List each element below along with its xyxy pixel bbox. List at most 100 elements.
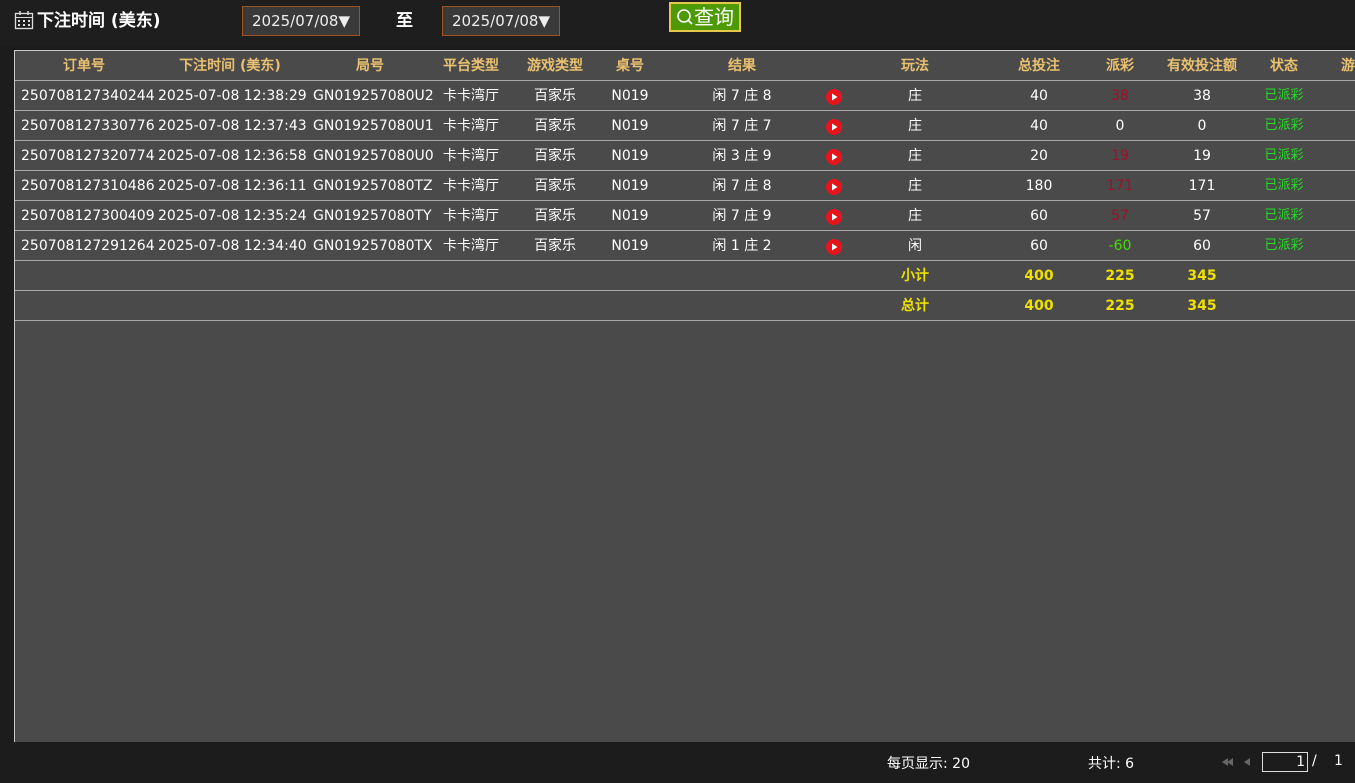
table-cell: 卡卡湾厅 [443,148,499,164]
summary-payout: 225 [1105,298,1135,314]
search-icon [677,9,693,25]
summary-total-bet: 400 [1024,268,1054,284]
row-divider [15,140,1355,141]
table-cell: 19 [1193,148,1211,164]
replay-button[interactable] [826,149,842,165]
table-cell: 百家乐 [534,88,576,104]
column-header: 玩法 [901,58,929,74]
column-header: 结果 [728,58,756,74]
summary-total-bet: 400 [1024,298,1054,314]
table-cell: 已派彩 [1264,88,1304,103]
table-cell: 已派彩 [1264,178,1304,193]
query-button[interactable]: 查询 [669,2,741,32]
table-cell: GN019257080TZ [313,178,433,194]
start-date[interactable]: 2025/07/08▼ [242,6,360,36]
table-cell: 已派彩 [1264,118,1304,133]
table-cell: 38 [1193,88,1211,104]
replay-button[interactable] [826,179,842,195]
table-cell: 卡卡湾厅 [443,118,499,134]
summary-label: 总计 [901,298,929,314]
replay-button[interactable] [826,119,842,135]
summary-payout: 225 [1105,268,1135,284]
table-cell: 60 [1030,238,1048,254]
table-cell: 卡卡湾厅 [443,238,499,254]
table-cell: 已派彩 [1264,148,1304,163]
table-cell: GN019257080TX [313,238,433,254]
table-cell: N019 [611,208,649,224]
column-header: 有效投注额 [1167,58,1237,74]
filter-label: 下注时间 (美东) [37,11,161,31]
page-input[interactable]: 1 [1262,752,1308,772]
total-pages: 1 [1334,753,1343,769]
summary-label: 小计 [901,268,929,284]
row-divider [15,290,1355,291]
table-cell: 2025-07-08 12:37:43 [158,118,307,134]
table-cell: 百家乐 [534,178,576,194]
row-divider [15,110,1355,111]
table-cell: GN019257080U0 [313,148,434,164]
column-header: 下注时间 (美东) [179,58,281,74]
table-cell: N019 [611,238,649,254]
query-label: 查询 [694,5,734,29]
table-cell: 250708127340244 [21,88,155,104]
column-header: 游 [1341,58,1355,74]
table-cell: N019 [611,178,649,194]
replay-button[interactable] [826,89,842,105]
summary-valid-bet: 345 [1187,298,1217,314]
replay-button[interactable] [826,239,842,255]
table-cell: 百家乐 [534,118,576,134]
table-cell: 250708127310486 [21,178,155,194]
column-header: 游戏类型 [527,58,583,74]
calendar-icon [14,11,34,30]
row-divider [15,230,1355,231]
pager: 每页显示: 20 共计: 6 1 / 1 [0,742,1355,783]
row-divider [15,80,1355,81]
table-cell: 171 [1106,178,1134,194]
column-header: 派彩 [1106,58,1134,74]
table-cell: 闲 7 庄 7 [712,118,772,134]
table-cell: 已派彩 [1264,208,1304,223]
table-cell: 180 [1025,178,1053,194]
table-cell: 0 [1197,118,1207,134]
column-header: 订单号 [63,58,105,74]
table-cell: 250708127291264 [21,238,155,254]
row-divider [15,170,1355,171]
table-cell: 卡卡湾厅 [443,178,499,194]
summary-valid-bet: 345 [1187,268,1217,284]
table-cell: 2025-07-08 12:38:29 [158,88,307,104]
table-cell: -60 [1108,238,1132,254]
table-cell: 庄 [908,118,922,134]
table-cell: N019 [611,148,649,164]
table-cell: 百家乐 [534,208,576,224]
table-cell: 250708127320774 [21,148,155,164]
table-cell: GN019257080U1 [313,118,434,134]
column-header: 状态 [1270,58,1298,74]
table-cell: 2025-07-08 12:35:24 [158,208,307,224]
table-cell: 40 [1030,88,1048,104]
table-cell: 闲 7 庄 8 [712,178,772,194]
table-cell: 百家乐 [534,238,576,254]
table-cell: N019 [611,88,649,104]
column-header: 局号 [356,58,384,74]
table-cell: 庄 [908,148,922,164]
table-cell: 闲 1 庄 2 [712,238,772,254]
page-separator: / [1312,753,1317,769]
table-cell: 60 [1193,238,1211,254]
table-cell: 38 [1111,88,1129,104]
table-cell: 40 [1030,118,1048,134]
table-cell: 2025-07-08 12:34:40 [158,238,307,254]
page-size: 每页显示: 20 [887,756,970,772]
table-cell: 2025-07-08 12:36:11 [158,178,307,194]
table-cell: 已派彩 [1264,238,1304,253]
table-cell: 57 [1111,208,1129,224]
table-cell: 60 [1030,208,1048,224]
replay-button[interactable] [826,209,842,225]
table-cell: 19 [1111,148,1129,164]
prev-buttons[interactable] [1220,755,1256,769]
column-header: 桌号 [616,58,644,74]
table-cell: 57 [1193,208,1211,224]
row-divider [15,260,1355,261]
end-date[interactable]: 2025/07/08▼ [442,6,560,36]
record-count: 共计: 6 [1088,756,1135,772]
